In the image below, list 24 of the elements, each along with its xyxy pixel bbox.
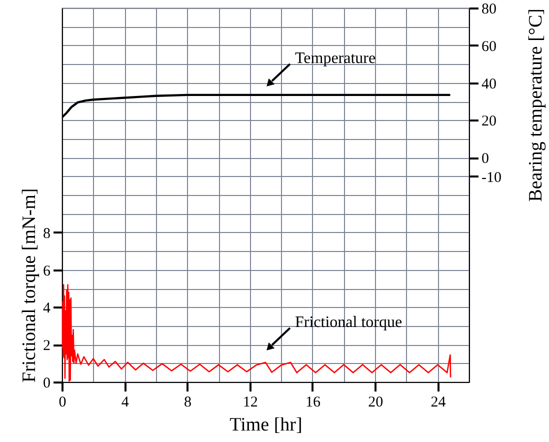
x-tick-label: 0 bbox=[58, 394, 66, 410]
series-label: Frictional torque bbox=[295, 314, 402, 331]
line-series bbox=[62, 284, 452, 382]
x-tick-label: 16 bbox=[305, 394, 321, 410]
y2-tick-label: 60 bbox=[482, 38, 496, 55]
x-tick-label: 20 bbox=[368, 394, 384, 410]
y-axis-title: Frictional torque [mN-m] bbox=[19, 188, 40, 382]
y-tick-label: 6 bbox=[43, 263, 51, 280]
y-tick-label: 4 bbox=[43, 300, 51, 317]
x-tick-label: 4 bbox=[121, 394, 130, 410]
series-label: Temperature bbox=[295, 50, 376, 67]
y2-tick-label: 0 bbox=[482, 151, 489, 168]
y2-tick-label: -10 bbox=[482, 170, 502, 186]
y-tick-label: 0 bbox=[43, 376, 50, 392]
y-tick-label: 2 bbox=[43, 338, 50, 354]
x-tick-label: 12 bbox=[242, 394, 258, 410]
y2-tick-label: 20 bbox=[482, 114, 496, 130]
x-tick-label: 24 bbox=[430, 394, 446, 410]
y2-tick-label: 40 bbox=[482, 76, 496, 92]
y2-tick-label: 80 bbox=[482, 2, 496, 18]
x-tick-label: 8 bbox=[184, 394, 192, 410]
x-axis-title: Time [hr] bbox=[230, 414, 302, 436]
y2-axis-title: Bearing temperature [°C] bbox=[525, 8, 546, 202]
y-tick-label: 8 bbox=[43, 226, 50, 242]
